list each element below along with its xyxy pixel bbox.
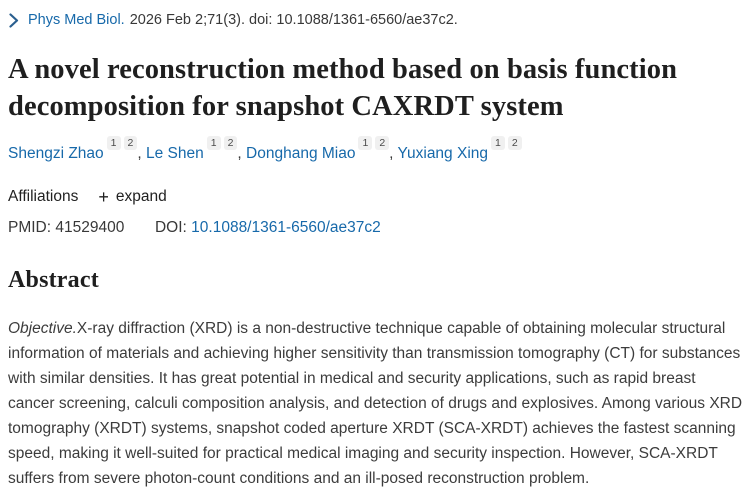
pmid-label: PMID: bbox=[8, 219, 52, 236]
affiliation-superscript[interactable]: 2 bbox=[375, 135, 390, 150]
citation-details: 2026 Feb 2;71(3). doi: 10.1088/1361-6560… bbox=[129, 12, 458, 28]
affiliation-superscript[interactable]: 2 bbox=[507, 135, 522, 150]
author-link[interactable]: Le Shen bbox=[145, 145, 204, 162]
affiliation-superscript[interactable]: 2 bbox=[223, 135, 238, 150]
doi-link[interactable]: 10.1088/1361-6560/ae37c2 bbox=[191, 219, 381, 236]
authors-list: Shengzi Zhao1 2, Le Shen1 2, Donghang Miao… bbox=[8, 135, 742, 167]
affiliation-superscript[interactable]: 1 bbox=[358, 135, 373, 150]
identifiers-row: PMID: 41529400 DOI: 10.1088/1361-6560/ae… bbox=[8, 217, 742, 239]
journal-citation-line: Phys Med Biol. 2026 Feb 2;71(3). doi: 10… bbox=[8, 10, 742, 30]
abstract-objective-lead: Objective. bbox=[8, 320, 77, 337]
expand-affiliations-button[interactable]: + expand bbox=[98, 187, 166, 208]
doi-label: DOI: bbox=[154, 219, 187, 236]
author-separator: , bbox=[137, 145, 146, 162]
pmid-value: 41529400 bbox=[55, 219, 125, 236]
abstract-text: Objective.X-ray diffraction (XRD) is a n… bbox=[8, 316, 744, 491]
abstract-body-text: X-ray diffraction (XRD) is a non-destruc… bbox=[8, 320, 743, 487]
expand-label: expand bbox=[115, 188, 167, 205]
article-title: A novel reconstruction method based on b… bbox=[8, 54, 678, 122]
journal-name-link[interactable]: Phys Med Biol. bbox=[28, 12, 125, 28]
author-item: Yuxiang Xing1 2 bbox=[397, 135, 522, 162]
affiliation-superscript[interactable]: 1 bbox=[206, 135, 221, 150]
author-item: Donghang Miao1 2, bbox=[246, 135, 398, 162]
author-separator: , bbox=[389, 145, 398, 162]
abstract-heading: Abstract bbox=[8, 267, 99, 293]
affiliations-row: Affiliations + expand bbox=[8, 186, 742, 208]
author-link[interactable]: Shengzi Zhao bbox=[8, 145, 104, 162]
affiliation-superscript[interactable]: 2 bbox=[123, 135, 138, 150]
plus-icon: + bbox=[98, 186, 109, 207]
author-link[interactable]: Yuxiang Xing bbox=[397, 145, 489, 162]
affiliation-superscript[interactable]: 1 bbox=[106, 135, 121, 150]
affiliations-label: Affiliations bbox=[8, 188, 79, 205]
author-separator: , bbox=[237, 145, 247, 162]
chevron-right-icon[interactable] bbox=[8, 12, 19, 28]
affiliation-superscript[interactable]: 1 bbox=[491, 135, 505, 150]
author-item: Le Shen1 2, bbox=[145, 135, 247, 162]
author-item: Shengzi Zhao1 2, bbox=[8, 135, 146, 162]
author-link[interactable]: Donghang Miao bbox=[246, 145, 356, 162]
